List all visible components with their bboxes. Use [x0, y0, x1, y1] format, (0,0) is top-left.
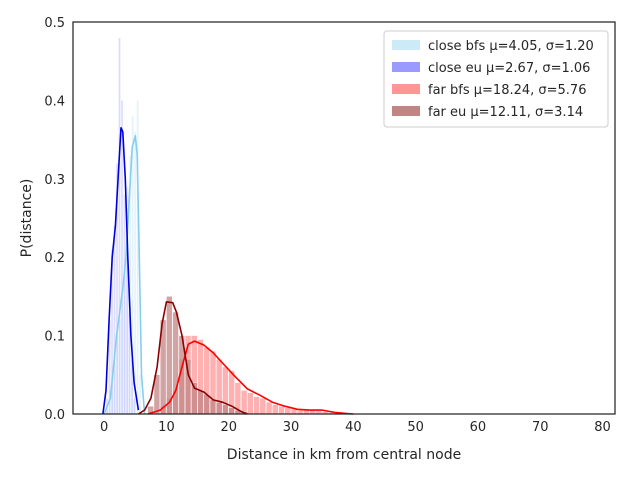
kde-line-4: [137, 301, 248, 415]
hist-bar-3-14: [241, 390, 248, 415]
hist-bar-4-4: [166, 296, 173, 415]
legend-swatch-4: [392, 106, 420, 116]
hist-bar-3-17: [259, 398, 266, 415]
y-tick-label-2: 0.2: [44, 251, 65, 266]
y-tick-label-1: 0.1: [44, 330, 65, 345]
y-axis-ticks: 0.0 0.1 0.2 0.3 0.4 0.5: [44, 16, 65, 423]
hist-bar-3-15: [247, 392, 254, 415]
legend-label-2: close eu μ=2.67, σ=1.06: [428, 61, 590, 76]
legend-swatch-3: [392, 84, 420, 94]
legend-label-1: close bfs μ=4.05, σ=1.20: [428, 39, 594, 54]
hist-bar-4-13: [222, 404, 229, 415]
hist-bar-4-14: [228, 407, 235, 415]
kde-layer: [102, 127, 354, 415]
legend-label-3: far bfs μ=18.24, σ=5.76: [428, 83, 586, 98]
x-tick-label-40: 40: [345, 420, 362, 435]
legend-swatch-1: [392, 40, 420, 50]
x-tick-label-20: 20: [220, 420, 237, 435]
x-tick-label-70: 70: [532, 420, 549, 435]
hist-bar-3-22: [290, 409, 298, 415]
kde-line-3: [147, 340, 354, 415]
x-tick-label-30: 30: [283, 420, 300, 435]
hist-bar-4-9: [197, 390, 204, 415]
hist-bar-4-12: [216, 402, 223, 415]
y-tick-label-4: 0.4: [44, 94, 65, 109]
hist-bar-4-5: [172, 311, 179, 415]
hist-bar-4-7: [184, 358, 192, 415]
hist-bar-2-8: [123, 194, 126, 415]
hist-bar-2-6: [118, 37, 121, 415]
y-tick-label-3: 0.3: [44, 173, 65, 188]
hist-bar-4-11: [209, 399, 217, 415]
hist-bar-3-20: [278, 405, 285, 415]
legend-box: [383, 30, 609, 128]
hist-bar-1-14: [138, 374, 142, 415]
hist-bar-3-16: [253, 396, 260, 415]
legend-swatch-2: [392, 62, 420, 72]
hist-bar-3-21: [284, 407, 291, 415]
legend-label-4: far eu μ=12.11, σ=3.14: [428, 105, 583, 120]
histogram-layer: [105, 37, 347, 415]
x-tick-label-10: 10: [158, 420, 175, 435]
y-tick-label-5: 0.5: [44, 16, 65, 31]
hist-bar-2-12: [133, 398, 136, 415]
hist-bar-3-18: [265, 402, 273, 415]
x-axis-label: Distance in km from central node: [227, 447, 461, 463]
y-axis-label: P(distance): [19, 179, 35, 258]
x-axis-ticks: 0 10 20 30 40 50 60 70 80: [100, 420, 611, 435]
axes-frame: [72, 21, 616, 415]
x-tick-label-80: 80: [594, 420, 611, 435]
x-tick-label-0: 0: [100, 420, 108, 435]
hist-bar-2-7: [120, 100, 124, 415]
legend: close bfs μ=4.05, σ=1.20 close eu μ=2.67,…: [383, 30, 609, 128]
x-tick-label-60: 60: [470, 420, 487, 435]
x-tick-label-50: 50: [407, 420, 424, 435]
kde-line-2: [102, 127, 140, 415]
hist-bar-2-4: [113, 225, 116, 415]
hist-bar-4-10: [203, 394, 210, 415]
y-tick-label-0: 0.0: [44, 408, 65, 423]
hist-bar-3-19: [272, 404, 279, 415]
hist-bar-1-12: [133, 131, 137, 415]
